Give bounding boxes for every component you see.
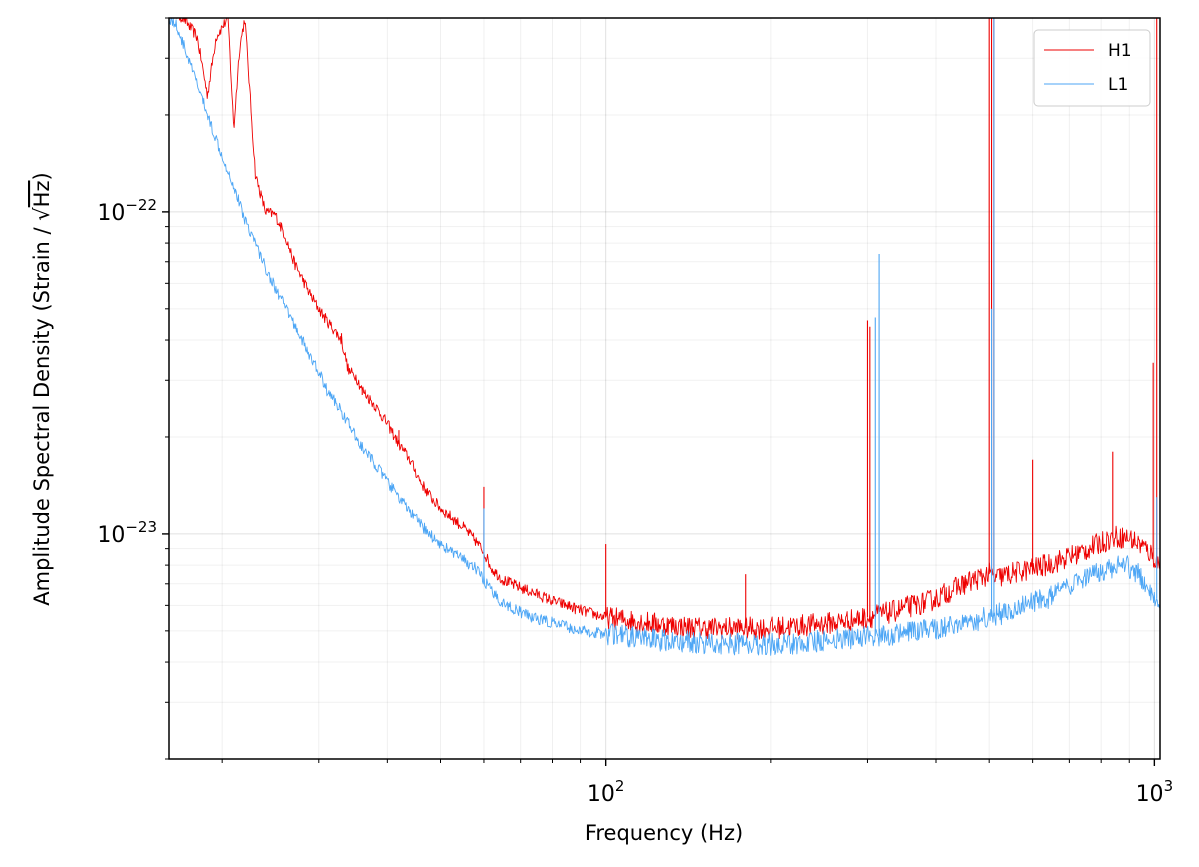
legend-label-h1: H1 [1108,41,1132,61]
legend-box [1033,29,1151,107]
x-tick-label: 102 [587,777,625,807]
series-line-l1 [169,18,1160,656]
y-axis-label-radicand: Hz [30,180,54,207]
y-axis-label-prefix: Amplitude Spectral Density (Strain / [30,221,54,606]
plot-frame [168,17,1161,760]
y-tick-label: 10−23 [97,518,157,548]
tick-marks [162,17,1156,766]
svg-text:Amplitude Spectral Density (St: Amplitude Spectral Density (Strain / √Hz… [30,172,54,605]
y-axis-label: Amplitude Spectral Density (Strain / √Hz… [30,172,54,605]
legend-label-l1: L1 [1108,75,1128,95]
x-tick-label: 103 [1136,777,1174,807]
plot-background [169,18,1160,759]
y-tick-label: 10−22 [97,196,157,226]
tick-labels: 102 103 10−22 10−23 [97,196,1173,807]
legend: H1 L1 [1033,29,1151,107]
x-axis-label: Frequency (Hz) [585,821,743,845]
series-layer [169,18,1160,656]
y-axis-label-suffix: ) [30,172,54,180]
y-axis-label-sqrt: √ [30,207,54,221]
series-line-h1 [171,18,1160,640]
